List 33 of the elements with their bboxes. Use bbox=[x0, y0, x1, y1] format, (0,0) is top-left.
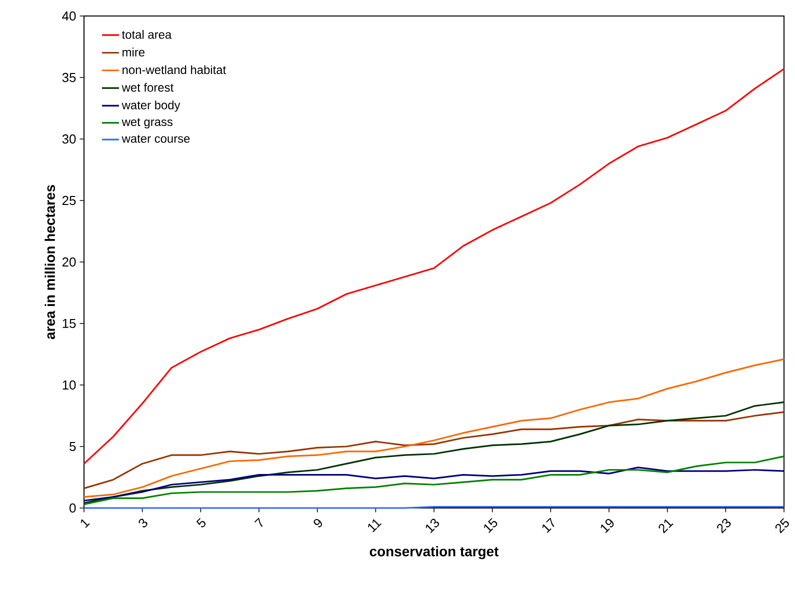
y-tick-label: 10 bbox=[62, 380, 76, 390]
x-tick-label: 11 bbox=[368, 519, 382, 532]
x-tick-label: 9 bbox=[314, 518, 322, 528]
x-tick-label: 13 bbox=[426, 518, 440, 534]
x-tick-label: 5 bbox=[196, 518, 206, 528]
x-tick-label: 23 bbox=[717, 518, 731, 534]
y-tick-label: 5 bbox=[70, 442, 76, 452]
line-series bbox=[83, 358, 785, 498]
line-series bbox=[83, 401, 785, 504]
y-tick-label: 20 bbox=[62, 257, 76, 267]
x-tick-label: 17 bbox=[542, 518, 554, 534]
x-tick-label: 19 bbox=[600, 518, 614, 534]
x-tick-label: 15 bbox=[484, 518, 498, 534]
x-tick-label: 1 bbox=[80, 519, 90, 528]
legend-label: mire bbox=[122, 48, 144, 56]
legend-label: water course bbox=[122, 134, 190, 143]
y-axis-title: area in million hectares bbox=[44, 185, 55, 340]
x-tick-label: 21 bbox=[658, 519, 674, 534]
legend-label: wet grass bbox=[122, 118, 173, 128]
y-tick-label: 30 bbox=[62, 134, 76, 144]
y-tick-label: 0 bbox=[70, 503, 76, 513]
y-tick-label: 25 bbox=[62, 196, 76, 206]
y-tick-label: 15 bbox=[62, 318, 76, 328]
y-tick-label: 35 bbox=[62, 72, 76, 82]
legend-label: non-wetland habitat bbox=[122, 65, 226, 74]
x-axis-title: conservation target bbox=[370, 546, 499, 560]
x-tick-label: 25 bbox=[775, 518, 789, 534]
y-tick-label: 40 bbox=[62, 11, 76, 21]
legend-label: total area bbox=[122, 30, 172, 39]
legend-label: water body bbox=[122, 100, 180, 112]
x-tick-label: 3 bbox=[138, 518, 148, 528]
x-tick-label: 7 bbox=[254, 518, 263, 527]
legend-label: wet forest bbox=[122, 82, 174, 92]
